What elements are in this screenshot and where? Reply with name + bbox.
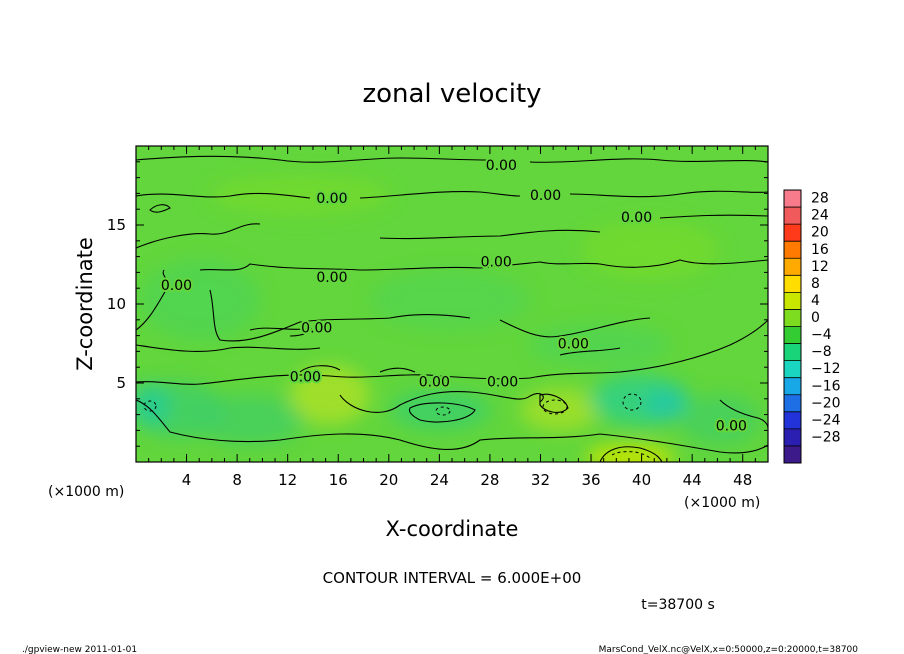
colorbar-segment — [784, 445, 801, 464]
colorbar-label: −24 — [811, 412, 841, 428]
contour-labels: 0.00 0.00 0.00 0.00 0.00 0.00 0.00 0.00 0.00 0.00… — [159, 156, 749, 437]
contour-label: 0.00 — [558, 337, 589, 353]
colorbar-segment — [784, 207, 801, 225]
colorbar-segment — [784, 343, 801, 362]
colorbar-segment — [784, 428, 801, 447]
colorbar-label: 28 — [811, 191, 829, 207]
colorbar-segment — [784, 292, 801, 310]
colorbar-label: 20 — [811, 225, 829, 241]
contour-label: 0.00 — [316, 191, 347, 207]
colorbar-segment — [784, 360, 801, 379]
contour-lines — [136, 155, 768, 462]
contour-label: 0.00 — [301, 321, 332, 337]
footer-left: ./gpview-new 2011-01-01 — [22, 645, 137, 654]
colorbar-label: 24 — [811, 208, 829, 224]
x-tick-label: 28 — [480, 471, 499, 489]
colorbar-label: −8 — [811, 344, 832, 360]
x-tick-label: 4 — [182, 471, 192, 489]
colorbar-label: 8 — [811, 276, 820, 292]
footer-right: MarsCond_VelX.nc@VelX,x=0:50000,z=0:2000… — [599, 645, 859, 654]
x-tick-label: 36 — [581, 471, 600, 489]
x-tick-label: 16 — [329, 471, 348, 489]
x-tick-label: 8 — [232, 471, 242, 489]
colorbar-label: −20 — [811, 395, 841, 411]
y-tick-label: 15 — [107, 216, 126, 234]
colorbar-segment — [784, 275, 801, 293]
colorbar-segment — [784, 309, 801, 327]
x-tick-label: 24 — [430, 471, 449, 489]
colorbar-segment — [784, 326, 801, 345]
x-unit-label: (×1000 m) — [684, 495, 760, 511]
colorbar-label: 16 — [811, 242, 829, 258]
colorbar-label: 12 — [811, 259, 829, 275]
colorbar-label: −12 — [811, 361, 841, 377]
x-tick-label: 32 — [531, 471, 550, 489]
contour-interval: CONTOUR INTERVAL = 6.000E+00 — [323, 569, 582, 587]
chart-title: zonal velocity — [362, 79, 541, 109]
colorbar-segment — [784, 224, 801, 242]
contour-label: 0.00 — [487, 374, 518, 390]
colorbar-label: −16 — [811, 378, 841, 394]
colorbar-segment — [784, 411, 801, 430]
colorbar-segment — [784, 190, 801, 208]
contour-label: 0.00 — [621, 210, 652, 226]
contour-label: 0.00 — [161, 278, 192, 294]
y-tick-label: 5 — [116, 374, 126, 392]
x-tick-label: 44 — [683, 471, 702, 489]
x-axis-title: X-coordinate — [386, 517, 519, 541]
y-unit-label: (×1000 m) — [48, 484, 124, 500]
x-tick-label: 12 — [278, 471, 297, 489]
x-axis: 4 8 12 16 20 24 28 32 36 40 44 48 — [148, 146, 756, 489]
contour-label: 0.00 — [481, 254, 512, 270]
colorbar-segment — [784, 241, 801, 259]
colorbar-label: 0 — [811, 310, 820, 326]
y-axis: 5 10 15 — [107, 161, 768, 447]
time-label: t=38700 s — [641, 597, 715, 613]
field-patches — [136, 175, 760, 462]
x-tick-label: 40 — [632, 471, 651, 489]
colorbar-label: 4 — [811, 293, 820, 309]
contour-label: 0.00 — [316, 270, 347, 286]
y-tick-label: 10 — [107, 295, 126, 313]
colorbar-segment — [784, 377, 801, 396]
y-axis-title: Z-coordinate — [73, 237, 97, 371]
contour-label: 0.00 — [530, 188, 561, 204]
colorbar-label: −4 — [811, 327, 832, 343]
contour-label: 0.00 — [290, 370, 321, 386]
contour-label: 0.00 — [486, 158, 517, 174]
contour-label: 0.00 — [716, 419, 747, 435]
colorbar-segment — [784, 394, 801, 413]
x-tick-label: 48 — [733, 471, 752, 489]
contour-label: 0.00 — [419, 374, 450, 390]
dashed-contours — [143, 393, 651, 459]
colorbar-label: −28 — [811, 429, 841, 445]
colorbar-segment — [784, 258, 801, 276]
plot-area: 0.00 0.00 0.00 0.00 0.00 0.00 0.00 0.00 0.00 0.00… — [136, 146, 768, 462]
x-tick-label: 20 — [379, 471, 398, 489]
